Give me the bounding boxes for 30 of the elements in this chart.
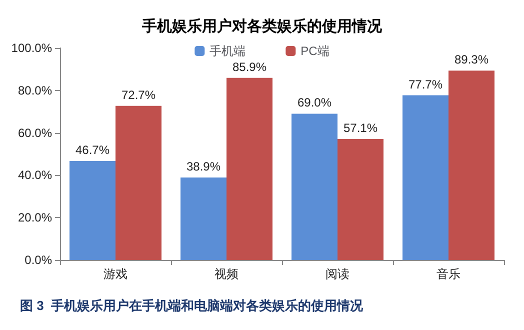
bar [292, 114, 338, 260]
y-tick-label: 100.0% [11, 41, 52, 55]
chart-title: 手机娱乐用户对各类娱乐的使用情况 [141, 17, 383, 35]
data-label: 77.7% [408, 77, 443, 92]
y-tick-label: 0.0% [24, 253, 52, 267]
x-tick-label: 游戏 [104, 267, 128, 281]
bar [338, 138, 384, 260]
bar [116, 106, 162, 260]
data-label: 72.7% [121, 88, 156, 102]
y-tick-label: 60.0% [18, 126, 52, 140]
data-label: 85.9% [232, 60, 267, 74]
data-label: 38.9% [186, 160, 221, 174]
bar [448, 70, 494, 260]
bar [226, 78, 272, 260]
bar [180, 178, 226, 260]
legend-label: 手机端 [210, 44, 246, 58]
x-tick-label: 阅读 [326, 267, 350, 281]
data-label: 89.3% [454, 52, 489, 67]
data-label: 46.7% [75, 142, 110, 157]
bar [402, 95, 448, 260]
data-label: 57.1% [343, 120, 378, 135]
caption: 图 3 手机娱乐用户在手机端和电脑端对各类娱乐的使用情况 [20, 298, 364, 313]
y-tick-label: 80.0% [18, 83, 52, 98]
y-tick-label: 20.0% [18, 210, 52, 225]
y-tick-label: 40.0% [18, 168, 52, 182]
x-tick-label: 音乐 [436, 267, 460, 281]
legend-label: PC端 [300, 44, 330, 58]
data-label: 69.0% [297, 96, 332, 110]
bar [70, 160, 116, 260]
x-tick-label: 视频 [214, 267, 238, 281]
